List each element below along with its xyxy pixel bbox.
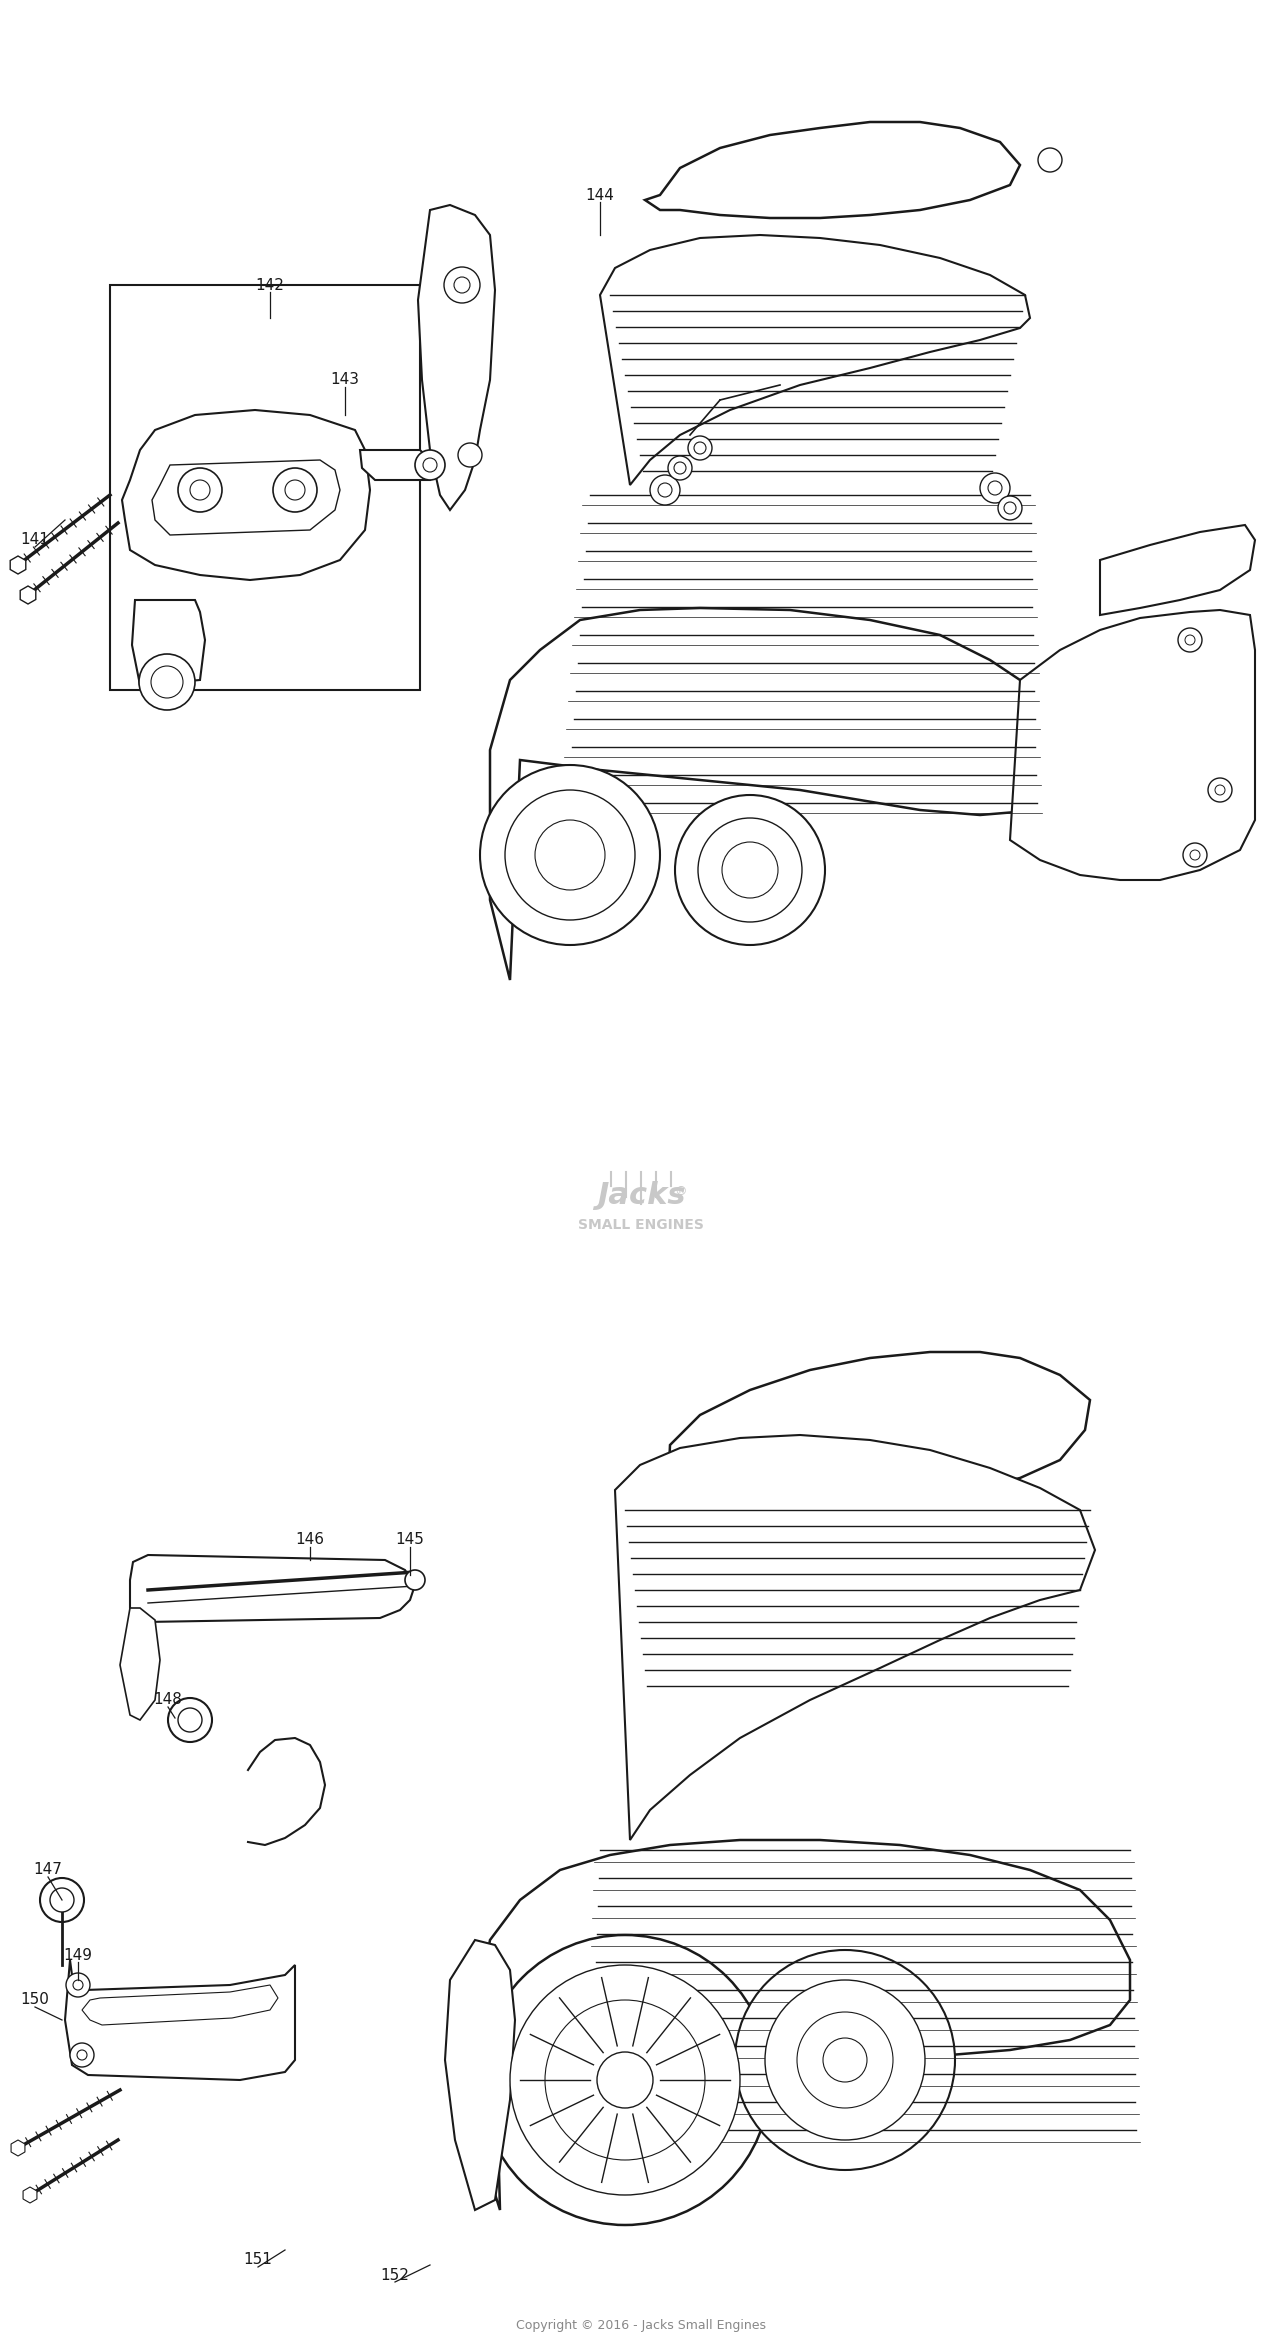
Circle shape (178, 1709, 201, 1732)
Text: 148: 148 (154, 1692, 182, 1706)
Circle shape (998, 497, 1023, 520)
Polygon shape (121, 1608, 160, 1720)
Circle shape (1183, 844, 1207, 867)
Circle shape (735, 1950, 955, 2171)
Text: 147: 147 (33, 1863, 63, 1878)
Circle shape (688, 436, 712, 459)
Text: 149: 149 (63, 1948, 92, 1962)
Polygon shape (12, 2140, 24, 2156)
Polygon shape (361, 450, 435, 481)
Circle shape (988, 481, 1002, 495)
Circle shape (698, 818, 802, 921)
Circle shape (414, 450, 445, 481)
Text: 146: 146 (295, 1533, 325, 1547)
Circle shape (190, 481, 210, 499)
Text: 150: 150 (21, 1992, 50, 2006)
Circle shape (1215, 785, 1225, 795)
Circle shape (480, 764, 659, 945)
Circle shape (285, 481, 305, 499)
Polygon shape (110, 286, 420, 689)
Circle shape (765, 1981, 925, 2140)
Polygon shape (490, 607, 1100, 980)
Circle shape (73, 1981, 83, 1990)
Circle shape (40, 1878, 83, 1922)
Circle shape (480, 1936, 770, 2224)
Polygon shape (445, 1941, 514, 2210)
Text: Copyright © 2016 - Jacks Small Engines: Copyright © 2016 - Jacks Small Engines (516, 2318, 766, 2332)
Polygon shape (615, 1435, 1094, 1840)
Circle shape (77, 2051, 87, 2060)
Text: 141: 141 (21, 532, 50, 548)
Circle shape (535, 820, 606, 891)
Circle shape (675, 795, 825, 945)
Circle shape (1178, 628, 1202, 652)
Circle shape (1038, 148, 1062, 171)
Circle shape (1185, 635, 1194, 645)
Text: Jacks: Jacks (597, 1181, 685, 1210)
Circle shape (506, 790, 635, 919)
Circle shape (597, 2051, 653, 2107)
Polygon shape (10, 556, 26, 574)
Circle shape (65, 1974, 90, 1997)
Polygon shape (1010, 609, 1255, 879)
Circle shape (668, 457, 692, 481)
Circle shape (405, 1570, 425, 1589)
Polygon shape (418, 204, 495, 511)
Circle shape (458, 443, 482, 466)
Polygon shape (600, 234, 1030, 485)
Polygon shape (82, 1985, 278, 2025)
Circle shape (674, 462, 686, 473)
Polygon shape (122, 410, 370, 579)
Circle shape (980, 473, 1010, 504)
Circle shape (139, 654, 195, 710)
Circle shape (273, 469, 317, 511)
Circle shape (694, 443, 706, 455)
Circle shape (1191, 851, 1200, 860)
Circle shape (1209, 778, 1232, 802)
Polygon shape (151, 459, 340, 534)
Text: 144: 144 (585, 188, 615, 202)
Circle shape (178, 469, 222, 511)
Polygon shape (645, 122, 1020, 218)
Circle shape (50, 1887, 74, 1913)
Polygon shape (132, 600, 205, 684)
Text: 152: 152 (381, 2267, 409, 2283)
Text: 143: 143 (331, 373, 359, 387)
Circle shape (797, 2011, 893, 2107)
Text: 142: 142 (255, 277, 285, 293)
Circle shape (151, 666, 183, 699)
Circle shape (822, 2037, 867, 2081)
Text: 145: 145 (395, 1533, 425, 1547)
Circle shape (511, 1964, 740, 2194)
Text: ®: ® (674, 1186, 686, 1198)
Polygon shape (23, 2187, 37, 2203)
Polygon shape (668, 1352, 1091, 1503)
Circle shape (423, 457, 438, 471)
Circle shape (650, 476, 680, 504)
Polygon shape (475, 1840, 1130, 2210)
Circle shape (658, 483, 672, 497)
Circle shape (1005, 502, 1016, 513)
Circle shape (722, 841, 777, 898)
Polygon shape (130, 1554, 414, 1622)
Circle shape (444, 267, 480, 302)
Text: SMALL ENGINES: SMALL ENGINES (579, 1219, 704, 1233)
Polygon shape (1100, 525, 1255, 614)
Circle shape (545, 1999, 704, 2161)
Text: 151: 151 (244, 2253, 272, 2267)
Circle shape (71, 2044, 94, 2067)
Polygon shape (65, 1960, 295, 2079)
Polygon shape (21, 586, 36, 605)
Circle shape (454, 277, 470, 293)
Circle shape (168, 1697, 212, 1742)
